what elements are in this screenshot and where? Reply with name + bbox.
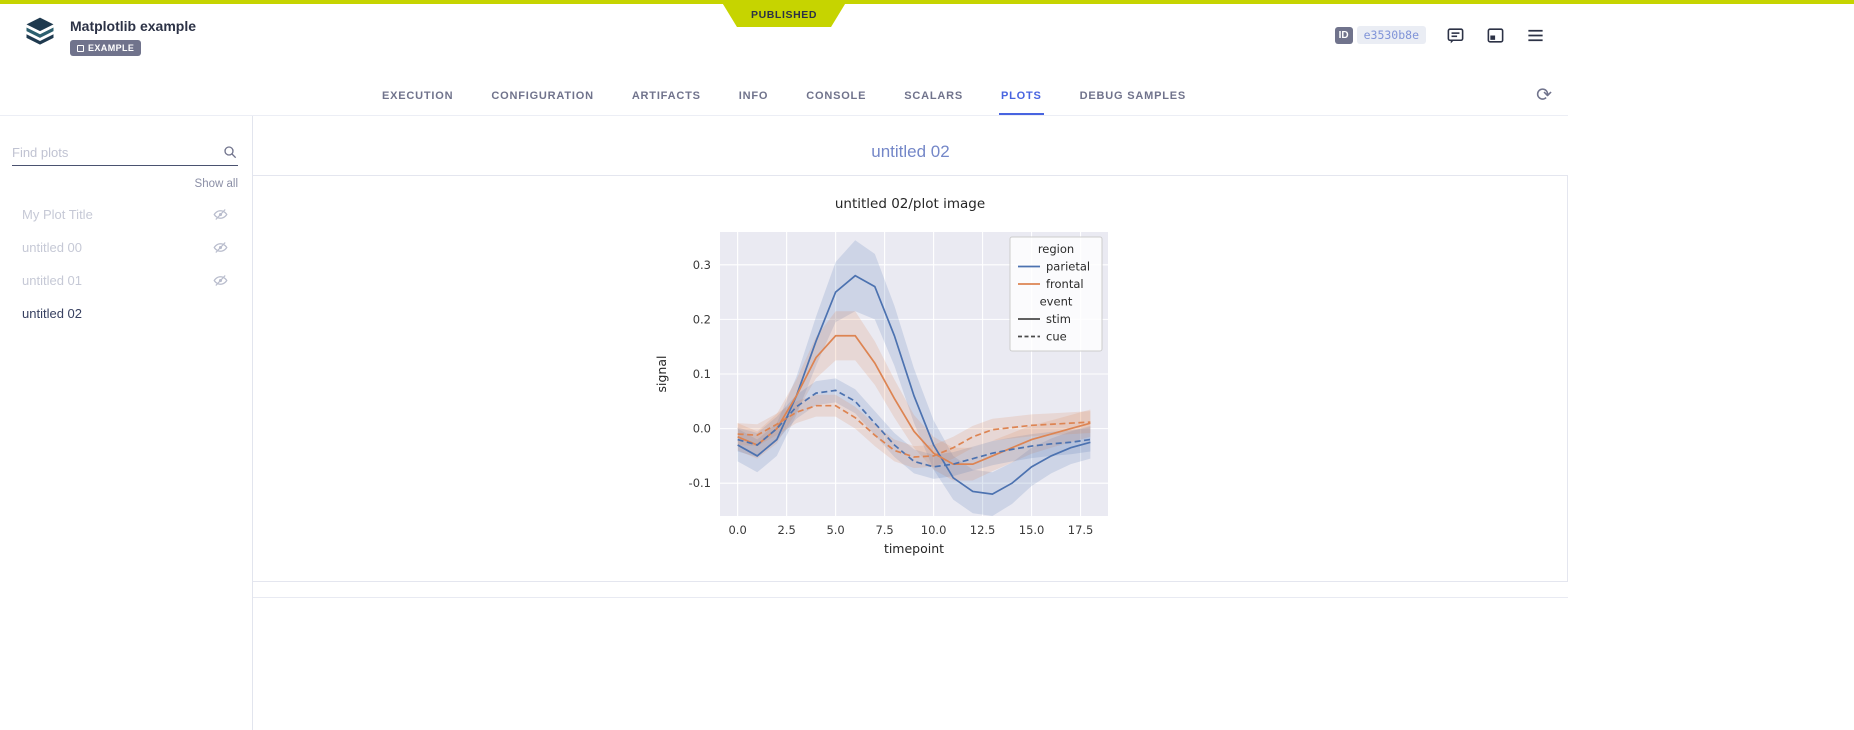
svg-text:7.5: 7.5	[875, 523, 893, 537]
tab-configuration[interactable]: CONFIGURATION	[491, 90, 594, 102]
svg-text:5.0: 5.0	[826, 523, 844, 537]
svg-text:0.2: 0.2	[693, 312, 711, 326]
tab-artifacts[interactable]: ARTIFACTS	[631, 90, 701, 102]
tab-scalars[interactable]: SCALARS	[904, 90, 963, 102]
search-input[interactable]	[12, 144, 222, 160]
eye-off-icon[interactable]	[213, 207, 228, 222]
show-all-link[interactable]: Show all	[194, 178, 238, 190]
svg-text:event: event	[1040, 295, 1073, 309]
svg-text:0.0: 0.0	[728, 523, 746, 537]
svg-text:0.1: 0.1	[693, 367, 711, 381]
plot-list-item[interactable]: My Plot Title	[12, 198, 238, 231]
status-top-line	[0, 0, 1854, 4]
example-tag: EXAMPLE	[70, 40, 142, 56]
experiment-title: Matplotlib example	[70, 18, 197, 34]
comment-icon[interactable]	[1444, 24, 1466, 46]
svg-text:signal: signal	[654, 356, 669, 393]
svg-text:15.0: 15.0	[1019, 523, 1045, 537]
plot-panel: untitled 02/plot image 0.0 2.5 5.0 7.5 10.0 1…	[253, 175, 1568, 582]
menu-icon[interactable]	[1524, 24, 1546, 46]
plot-svg: 0.0 2.5 5.0 7.5 10.0 12.5 15.0 17.5 -0.1 0.0 0.1 0.…	[654, 232, 1108, 556]
plot-section-title: untitled 02	[871, 142, 950, 161]
search-icon[interactable]	[222, 144, 238, 160]
tab-plots[interactable]: PLOTS	[999, 80, 1044, 115]
tag-icon	[77, 44, 84, 52]
layout-panel-icon[interactable]	[1484, 24, 1506, 46]
search-field-wrap	[12, 144, 238, 166]
experiment-id-badge[interactable]: ID e3530b8e	[1334, 26, 1426, 44]
published-status-badge: PUBLISHED	[723, 4, 845, 27]
tab-debug-samples[interactable]: DEBUG SAMPLES	[1079, 90, 1187, 102]
svg-text:cue: cue	[1046, 330, 1067, 344]
plot-list-item[interactable]: untitled 01	[12, 264, 238, 297]
app-logo	[22, 16, 58, 53]
svg-text:0.3: 0.3	[693, 258, 711, 272]
plot-item-label: untitled 01	[22, 273, 82, 288]
tab-console[interactable]: CONSOLE	[806, 90, 867, 102]
eye-off-icon[interactable]	[213, 273, 228, 288]
id-value: e3530b8e	[1356, 26, 1426, 44]
plots-sidebar: Show all My Plot Title untitled 00	[0, 116, 253, 730]
auto-refresh-icon[interactable]: ⟳	[1536, 85, 1552, 106]
svg-text:frontal: frontal	[1046, 277, 1084, 291]
svg-text:stim: stim	[1046, 312, 1071, 326]
svg-text:12.5: 12.5	[970, 523, 996, 537]
svg-text:0.0: 0.0	[693, 422, 711, 436]
plot-list: My Plot Title untitled 00	[12, 198, 238, 330]
header: Matplotlib example EXAMPLE ID e3530b8e	[0, 4, 1568, 68]
tab-bar: EXECUTION CONFIGURATION ARTIFACTS INFO C…	[0, 68, 1568, 116]
eye-off-icon[interactable]	[213, 240, 228, 255]
tab-execution[interactable]: EXECUTION	[381, 90, 454, 102]
svg-text:parietal: parietal	[1046, 260, 1090, 274]
content-divider	[253, 597, 1568, 598]
svg-text:17.5: 17.5	[1068, 523, 1094, 537]
plot-list-item[interactable]: untitled 00	[12, 231, 238, 264]
svg-text:timepoint: timepoint	[884, 541, 944, 556]
app-window: PUBLISHED Matplotlib example EXAMPLE ID	[0, 4, 1568, 730]
example-tag-label: EXAMPLE	[88, 43, 135, 53]
plot-figure[interactable]: untitled 02/plot image 0.0 2.5 5.0 7.5 10.0 1…	[650, 196, 1170, 575]
svg-text:-0.1: -0.1	[689, 476, 711, 490]
id-label: ID	[1334, 26, 1353, 44]
figure-title: untitled 02/plot image	[834, 196, 986, 212]
plot-item-label: untitled 00	[22, 240, 82, 255]
plot-item-label: My Plot Title	[22, 207, 93, 222]
svg-text:2.5: 2.5	[777, 523, 795, 537]
tab-info[interactable]: INFO	[738, 90, 769, 102]
svg-text:10.0: 10.0	[921, 523, 947, 537]
plots-content: untitled 02 untitled 02/plot image 0.0 2.…	[253, 116, 1568, 730]
plot-item-label: untitled 02	[22, 306, 82, 321]
svg-text:region: region	[1038, 242, 1074, 256]
plot-list-item-selected[interactable]: untitled 02	[12, 297, 238, 330]
